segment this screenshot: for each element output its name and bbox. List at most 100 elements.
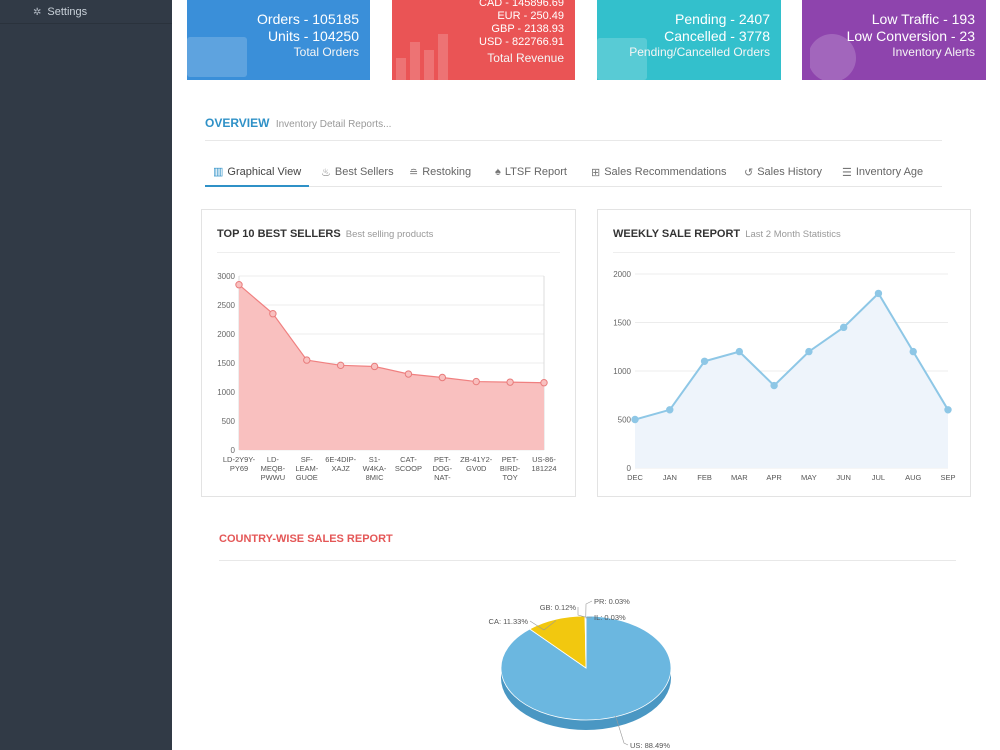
data-point — [472, 377, 480, 386]
x-tick-label: SCOOP — [395, 464, 422, 473]
stat-cancelled: Cancelled - 3778 — [664, 28, 770, 44]
stat-box-alerts[interactable]: Low Traffic - 193 Low Conversion - 23 In… — [802, 0, 986, 80]
top-sellers-panel: TOP 10 BEST SELLERS Best selling product… — [201, 209, 576, 497]
tab-inventory-age[interactable]: ☰ Inventory Age — [842, 158, 923, 186]
x-tick-label: MEQB- — [261, 464, 286, 473]
x-tick-label: AUG — [905, 473, 921, 482]
series-line — [634, 291, 949, 421]
pie-leader-line — [529, 620, 557, 631]
tab-restoking[interactable]: ≘ Restoking — [409, 158, 471, 186]
data-point — [631, 415, 639, 424]
data-point — [404, 370, 413, 378]
stat-gbp: GBP - 2138.93 — [491, 23, 564, 35]
x-tick-label: US-86- — [532, 455, 556, 464]
country-sales-title: COUNTRY-WISE SALES REPORT — [219, 533, 393, 545]
sidebar: ✲ Settings — [0, 0, 172, 750]
x-tick-label: 181224 — [531, 464, 556, 473]
pie-leader-line — [585, 616, 593, 619]
x-tick-label: S1- — [369, 455, 381, 464]
y-tick-label: 2000 — [613, 270, 631, 279]
tab-sales-recommendations[interactable]: ⊞ Sales Recommendations — [591, 158, 727, 186]
tab-sales-history[interactable]: ↺ Sales History — [744, 158, 822, 186]
x-tick-label: SEP — [940, 473, 955, 482]
stat-low-conversion: Low Conversion - 23 — [846, 28, 975, 44]
y-tick-label: 2000 — [217, 330, 235, 339]
country-sales-pie-chart: US: 88.49% CA: 11.33% GB: 0.12% PR: 0.03% IL… — [489, 597, 672, 750]
x-tick-label: ZB-41Y2- — [460, 455, 493, 464]
overview-subtitle: Inventory Detail Reports... — [275, 119, 392, 130]
series-area — [635, 293, 948, 468]
bar-chart-icon: ▥ — [213, 166, 224, 178]
overview-heading: OVERVIEW Inventory Detail Reports... — [205, 116, 391, 130]
chart-subtitle: Last 2 Month Statistics — [745, 229, 841, 240]
panel-title: WEEKLY SALE REPORT Last 2 Month Statisti… — [613, 228, 841, 240]
data-point — [874, 289, 883, 298]
tab-best-sellers[interactable]: ♨ Best Sellers — [321, 158, 394, 186]
data-point — [944, 406, 952, 414]
pie-leader-line — [615, 715, 629, 746]
x-tick-label: 6E-4DIP- — [325, 455, 356, 464]
tab-label: Sales Recommendations — [604, 166, 727, 178]
x-tick-label: FEB — [697, 473, 712, 482]
data-point — [269, 310, 277, 318]
x-tick-label: W4KA- — [363, 464, 387, 473]
tab-label: Restoking — [422, 166, 472, 178]
y-tick-label: 1500 — [217, 359, 235, 368]
stat-box-revenue[interactable]: CAD - 145896.69 EUR - 250.49 GBP - 2138.… — [392, 0, 575, 80]
x-tick-label: MAR — [731, 473, 748, 482]
x-tick-label: GV0D — [466, 464, 487, 473]
x-tick-label: LD- — [267, 455, 280, 464]
y-tick-label: 500 — [618, 416, 632, 425]
overview-title: OVERVIEW — [205, 116, 270, 130]
stat-low-traffic: Low Traffic - 193 — [871, 11, 975, 27]
data-point — [770, 381, 778, 390]
y-tick-label: 3000 — [217, 272, 235, 281]
sitemap-icon: ⊞ — [591, 166, 601, 179]
stat-subtitle: Total Orders — [293, 45, 359, 59]
stat-orders: Orders - 105185 — [257, 11, 359, 27]
decor-shape — [597, 38, 647, 80]
pie-label: IL: 0.03% — [594, 613, 626, 622]
x-tick-label: NAT- — [434, 473, 451, 482]
y-tick-label: 500 — [222, 417, 236, 426]
x-tick-label: LD-2Y9Y- — [223, 455, 256, 464]
history-icon: ↺ — [744, 166, 754, 179]
stat-box-orders[interactable]: Orders - 105185 Units - 104250 Total Ord… — [187, 0, 370, 80]
data-point — [370, 362, 379, 371]
divider — [205, 140, 942, 141]
data-point — [303, 356, 311, 364]
stat-subtitle: Total Revenue — [487, 51, 564, 65]
pie-label: PR: 0.03% — [594, 597, 630, 606]
x-tick-label: JAN — [663, 473, 677, 482]
series-area — [239, 284, 544, 450]
sidebar-item-settings[interactable]: ✲ Settings — [0, 1, 172, 24]
sidebar-item-label: Settings — [47, 6, 88, 18]
pie-leader-line — [577, 607, 586, 618]
x-tick-label: TOY — [502, 473, 517, 482]
data-point — [540, 379, 548, 387]
x-tick-label: PWWU — [261, 473, 286, 482]
bar-chart-decor-icon — [396, 34, 448, 80]
stat-subtitle: Pending/Cancelled Orders — [629, 45, 770, 59]
y-tick-label: 1500 — [613, 319, 631, 328]
x-tick-label: JUN — [836, 473, 851, 482]
x-tick-label: DEC — [627, 473, 643, 482]
tab-graphical-view[interactable]: ▥ Graphical View — [205, 158, 310, 187]
stat-subtitle: Inventory Alerts — [892, 45, 975, 59]
data-point — [805, 347, 813, 356]
stat-eur: EUR - 250.49 — [497, 10, 564, 22]
chart-title: TOP 10 BEST SELLERS — [217, 228, 341, 240]
globe-decor-icon — [810, 34, 856, 80]
list-icon: ☰ — [842, 166, 852, 179]
tab-ltsf-report[interactable]: ♠ LTSF Report — [495, 158, 567, 186]
report-tabs: ▥ Graphical View ♨ Best Sellers ≘ Restok… — [205, 158, 942, 187]
fire-icon: ♨ — [321, 166, 331, 179]
tab-label: Graphical View — [227, 165, 302, 178]
data-point — [909, 347, 917, 356]
pie-label: GB: 0.12% — [540, 603, 577, 612]
y-tick-label: 0 — [627, 464, 632, 473]
stat-pending: Pending - 2407 — [675, 11, 770, 27]
data-point — [735, 347, 744, 356]
divider — [219, 560, 956, 561]
stat-box-pending[interactable]: Pending - 2407 Cancelled - 3778 Pending/… — [597, 0, 781, 80]
